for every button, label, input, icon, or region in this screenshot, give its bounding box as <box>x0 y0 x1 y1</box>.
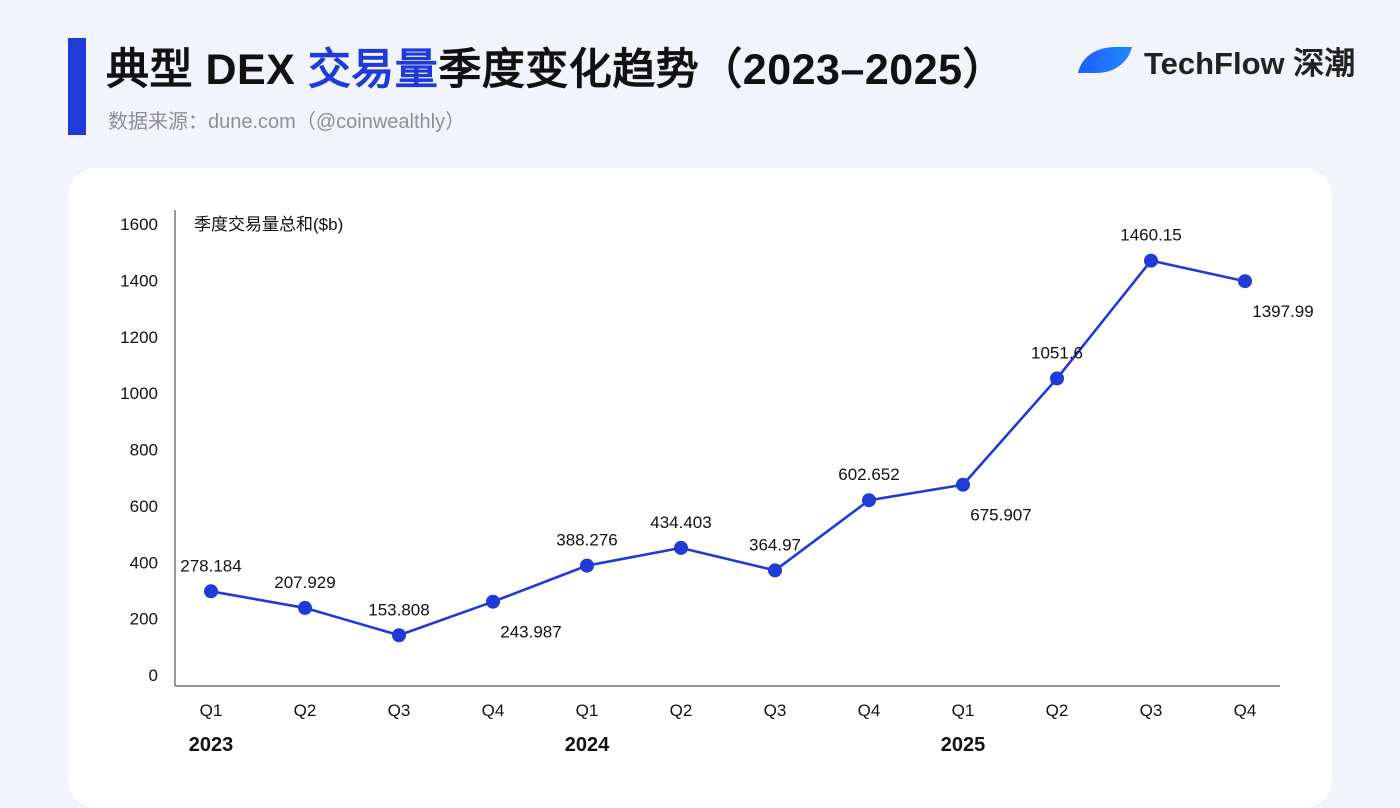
data-label: 278.184 <box>180 556 241 575</box>
data-point <box>674 540 688 555</box>
data-label: 434.403 <box>650 513 711 532</box>
data-point <box>956 477 970 492</box>
data-label: 1051.6 <box>1031 343 1083 362</box>
year-label: 2025 <box>941 734 986 756</box>
x-tick-label: Q3 <box>764 701 787 720</box>
y-tick-label: 600 <box>130 497 158 516</box>
data-label: 207.929 <box>274 573 335 592</box>
data-label: 364.97 <box>749 535 801 554</box>
title-suffix: 季度变化趋势（2023–2025） <box>438 46 1007 94</box>
y-tick-label: 0 <box>149 666 158 685</box>
brand-name: TechFlow 深潮 <box>1144 45 1356 81</box>
y-tick-label: 1400 <box>120 271 158 290</box>
year-label: 2024 <box>565 734 610 756</box>
data-point <box>1238 274 1252 289</box>
data-label: 602.652 <box>838 465 899 484</box>
data-point <box>768 563 782 578</box>
data-point <box>204 584 218 599</box>
data-label: 675.907 <box>970 506 1031 525</box>
brand-logo: TechFlow 深潮 <box>1076 38 1355 82</box>
x-tick-label: Q1 <box>576 701 599 720</box>
x-tick-label: Q3 <box>1140 701 1163 720</box>
x-tick-label: Q2 <box>294 701 317 720</box>
techflow-logo-icon <box>1078 47 1132 73</box>
x-tick-label: Q2 <box>670 701 693 720</box>
year-label: 2023 <box>189 734 234 756</box>
data-point <box>862 493 876 508</box>
data-point <box>1144 253 1158 268</box>
data-point <box>486 594 500 609</box>
y-tick-label: 1000 <box>120 384 158 403</box>
line-chart: 0 200 400 600 800 1000 1200 1400 1600 季度交易量总和($b)… <box>120 210 1314 756</box>
title-accent-bar <box>68 38 86 135</box>
series-line <box>210 259 1246 637</box>
x-tick-label: Q4 <box>482 701 505 720</box>
x-tick-label: Q3 <box>388 701 411 720</box>
title-highlight: 交易量 <box>307 46 439 94</box>
data-point <box>392 628 406 643</box>
data-source-note: 数据来源：dune.com（@coinwealthly） <box>108 111 466 133</box>
y-tick-label: 400 <box>130 553 158 572</box>
x-tick-label: Q2 <box>1046 701 1069 720</box>
y-tick-label: 1600 <box>120 215 158 234</box>
data-label: 388.276 <box>556 531 617 550</box>
data-point <box>298 600 312 615</box>
x-tick-label: Q1 <box>952 701 975 720</box>
data-point <box>580 558 594 573</box>
y-tick-label: 800 <box>130 441 158 460</box>
data-label: 243.987 <box>500 623 561 642</box>
x-tick-label: Q4 <box>858 701 881 720</box>
chart-card: 0 200 400 600 800 1000 1200 1400 1600 季度交易量总和($b)… <box>68 168 1332 808</box>
x-tick-label: Q1 <box>200 701 223 720</box>
data-label: 1460.15 <box>1120 226 1181 245</box>
y-tick-label: 1200 <box>120 328 158 347</box>
y-axis-label: 季度交易量总和($b) <box>194 215 343 234</box>
data-label: 153.808 <box>368 600 429 619</box>
title-prefix: 典型 DEX <box>106 46 308 94</box>
x-tick-label: Q4 <box>1234 701 1257 720</box>
data-point <box>1050 371 1064 386</box>
y-tick-label: 200 <box>130 610 158 629</box>
data-label: 1397.99 <box>1252 302 1313 321</box>
page-title: 典型 DEX 交易量季度变化趋势（2023–2025） <box>106 40 1006 100</box>
